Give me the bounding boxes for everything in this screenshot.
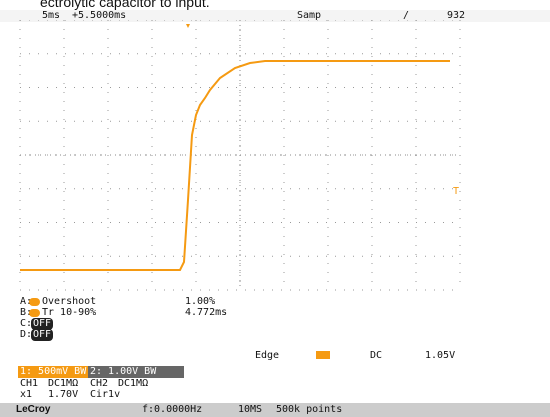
ch2-probe: Cir1v [90,389,121,400]
ch1-probe: x1 [20,389,33,400]
delay: +5.5000ms [72,10,127,21]
meas-slot: C: [20,318,33,329]
footer-bar [0,403,550,417]
ch2-label: 2: 1.00V BW [88,366,184,378]
caption: ectrolytic capacitor to input. [40,0,210,10]
ch1-label: 1: 500mV BW [18,366,88,378]
ch2-coupling: DC1MΩ [118,378,149,389]
trigger-coupling: DC [370,350,383,361]
meas-slot: A: [20,296,33,307]
meas-name: OFF [31,329,54,341]
brand: LeCroy [16,404,51,415]
waveform [20,60,450,271]
trigger-marker: T [453,186,460,197]
meas-value: 4.772ms [185,307,228,318]
meas-slot: D: [20,329,33,340]
slope: / [403,10,410,21]
mode: Samp [297,10,322,21]
meas-value: 1.00% [185,296,216,307]
timebase: 5ms [42,10,61,21]
ch1-name: CH1 [20,378,39,389]
trigger-level: 1.05V [425,350,456,361]
ch1-coupling: DC1MΩ [48,378,79,389]
meas-name: OFF [31,318,54,330]
points: 500k points [276,404,343,415]
frequency: f:0.0000Hz [142,404,203,415]
ch2-name: CH2 [90,378,109,389]
graticule [19,20,461,291]
count: 932 [447,10,466,21]
status-bar [0,10,550,22]
trigger-type: Edge [255,350,280,361]
rate: 10MS [238,404,263,415]
meas-slot: B: [20,307,33,318]
meas-name: Tr 10-90% [42,307,97,318]
meas-name: Overshoot [42,296,97,307]
ch1-offset: 1.70V [48,389,79,400]
